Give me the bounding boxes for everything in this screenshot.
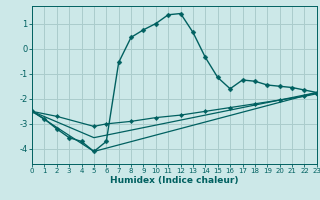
X-axis label: Humidex (Indice chaleur): Humidex (Indice chaleur) [110,176,239,185]
